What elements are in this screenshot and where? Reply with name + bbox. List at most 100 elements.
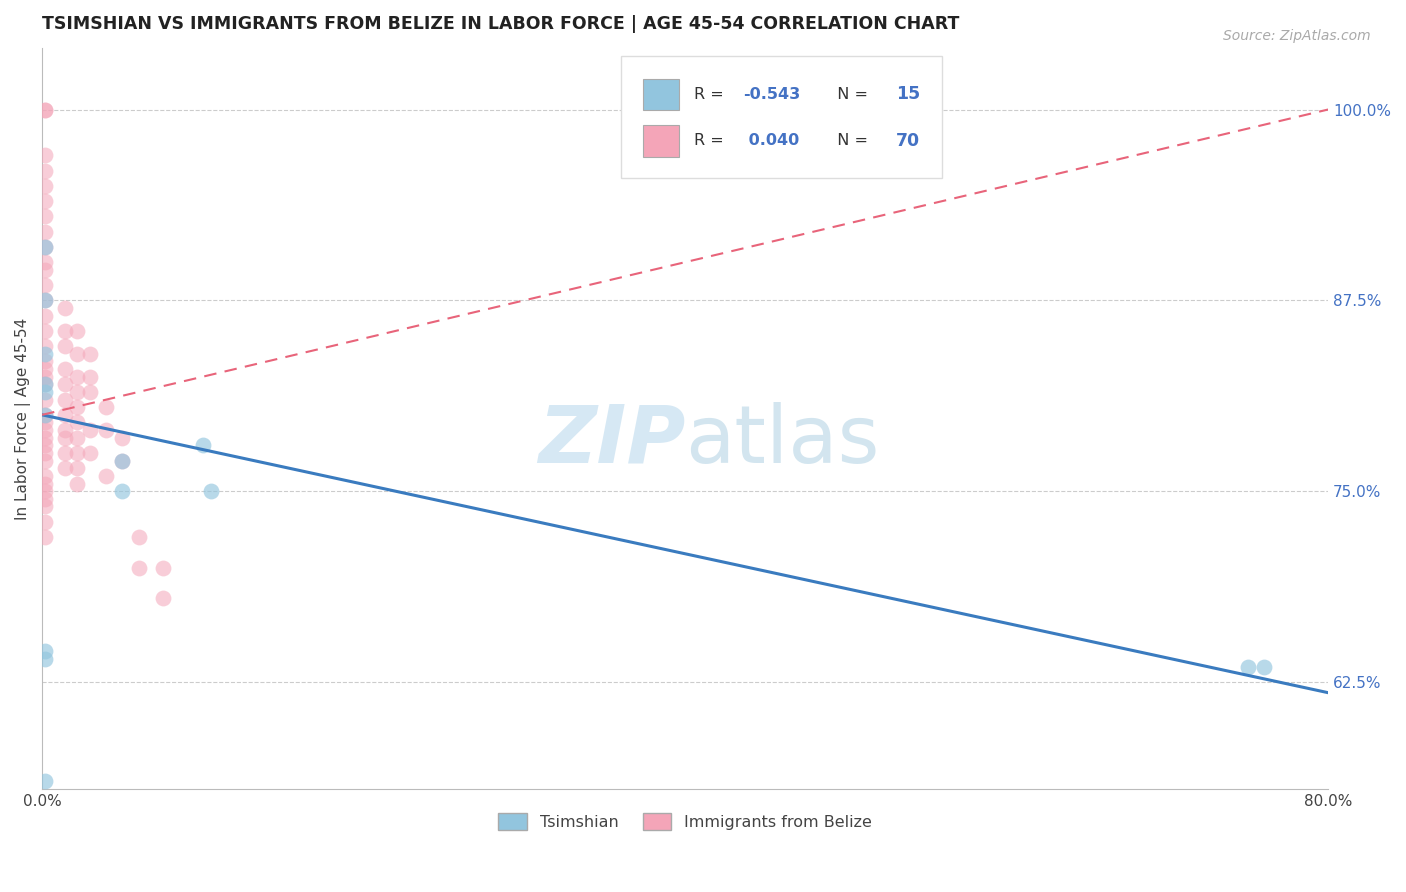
Legend: Tsimshian, Immigrants from Belize: Tsimshian, Immigrants from Belize (492, 807, 879, 837)
Point (34, 309, 56, 323)
Point (66, 446, 89, 460)
Point (128, 560, 150, 574)
Text: -0.543: -0.543 (742, 87, 800, 102)
Point (53, 431, 76, 445)
Point (34, 262, 56, 277)
Point (34, 515, 56, 529)
Text: N =: N = (827, 134, 873, 148)
Point (34, 255, 56, 269)
Point (34, 500, 56, 514)
Point (111, 484, 134, 499)
Point (34, 392, 56, 407)
Point (34, 377, 56, 392)
Point (34, 240, 56, 254)
Point (66, 461, 89, 475)
Point (79, 384, 101, 399)
Point (34, 484, 56, 499)
Point (34, 163, 56, 178)
Text: R =: R = (695, 87, 728, 102)
Text: Source: ZipAtlas.com: Source: ZipAtlas.com (1223, 29, 1371, 43)
Point (66, 324, 89, 338)
Point (96, 401, 118, 415)
Point (111, 453, 134, 467)
Point (79, 369, 101, 384)
Point (53, 408, 76, 422)
Point (34, 194, 56, 208)
Point (34, 476, 56, 491)
Y-axis label: In Labor Force | Age 45-54: In Labor Force | Age 45-54 (15, 318, 31, 520)
Point (34, 278, 56, 293)
Point (34, 178, 56, 193)
Text: N =: N = (827, 87, 873, 102)
Point (34, 293, 56, 308)
Point (111, 431, 134, 445)
Text: 15: 15 (896, 86, 921, 103)
Point (34, 148, 56, 162)
Point (152, 560, 174, 574)
Point (53, 446, 76, 460)
Point (53, 392, 76, 407)
Text: atlas: atlas (685, 402, 880, 480)
Point (111, 453, 134, 467)
Point (34, 324, 56, 338)
Point (34, 408, 56, 422)
Point (96, 423, 118, 437)
FancyBboxPatch shape (621, 56, 942, 178)
Point (34, 210, 56, 224)
Point (34, 377, 56, 392)
Point (34, 416, 56, 430)
Point (34, 446, 56, 460)
Point (34, 652, 56, 666)
Point (53, 301, 76, 315)
Point (191, 438, 214, 452)
Point (34, 530, 56, 544)
Point (34, 240, 56, 254)
Point (34, 408, 56, 422)
Point (34, 423, 56, 437)
Point (53, 377, 76, 392)
Point (34, 362, 56, 376)
Point (34, 774, 56, 789)
Text: 0.040: 0.040 (742, 134, 799, 148)
Point (96, 469, 118, 483)
Point (34, 103, 56, 117)
Point (79, 446, 101, 460)
Point (34, 103, 56, 117)
Text: ZIP: ZIP (537, 402, 685, 480)
Text: 70: 70 (896, 132, 920, 150)
Point (1236, 659, 1258, 673)
Point (34, 469, 56, 483)
Point (53, 324, 76, 338)
FancyBboxPatch shape (643, 126, 679, 157)
Point (79, 423, 101, 437)
Point (34, 431, 56, 445)
Point (53, 362, 76, 376)
Point (34, 347, 56, 361)
Point (34, 225, 56, 239)
Point (66, 369, 89, 384)
Point (34, 491, 56, 506)
Text: R =: R = (695, 134, 728, 148)
Text: TSIMSHIAN VS IMMIGRANTS FROM BELIZE IN LABOR FORCE | AGE 45-54 CORRELATION CHART: TSIMSHIAN VS IMMIGRANTS FROM BELIZE IN L… (42, 15, 959, 33)
Point (200, 484, 222, 499)
Point (66, 401, 89, 415)
Point (1253, 659, 1275, 673)
Point (34, 293, 56, 308)
Point (66, 384, 89, 399)
Point (34, 384, 56, 399)
Point (66, 476, 89, 491)
Point (53, 423, 76, 437)
Point (128, 530, 150, 544)
Point (34, 354, 56, 368)
Point (53, 461, 76, 475)
Point (66, 416, 89, 430)
Point (34, 644, 56, 658)
Point (66, 347, 89, 361)
Point (34, 339, 56, 353)
Point (34, 438, 56, 452)
Point (66, 431, 89, 445)
Point (79, 347, 101, 361)
Point (34, 453, 56, 467)
Point (34, 369, 56, 384)
FancyBboxPatch shape (643, 78, 679, 110)
